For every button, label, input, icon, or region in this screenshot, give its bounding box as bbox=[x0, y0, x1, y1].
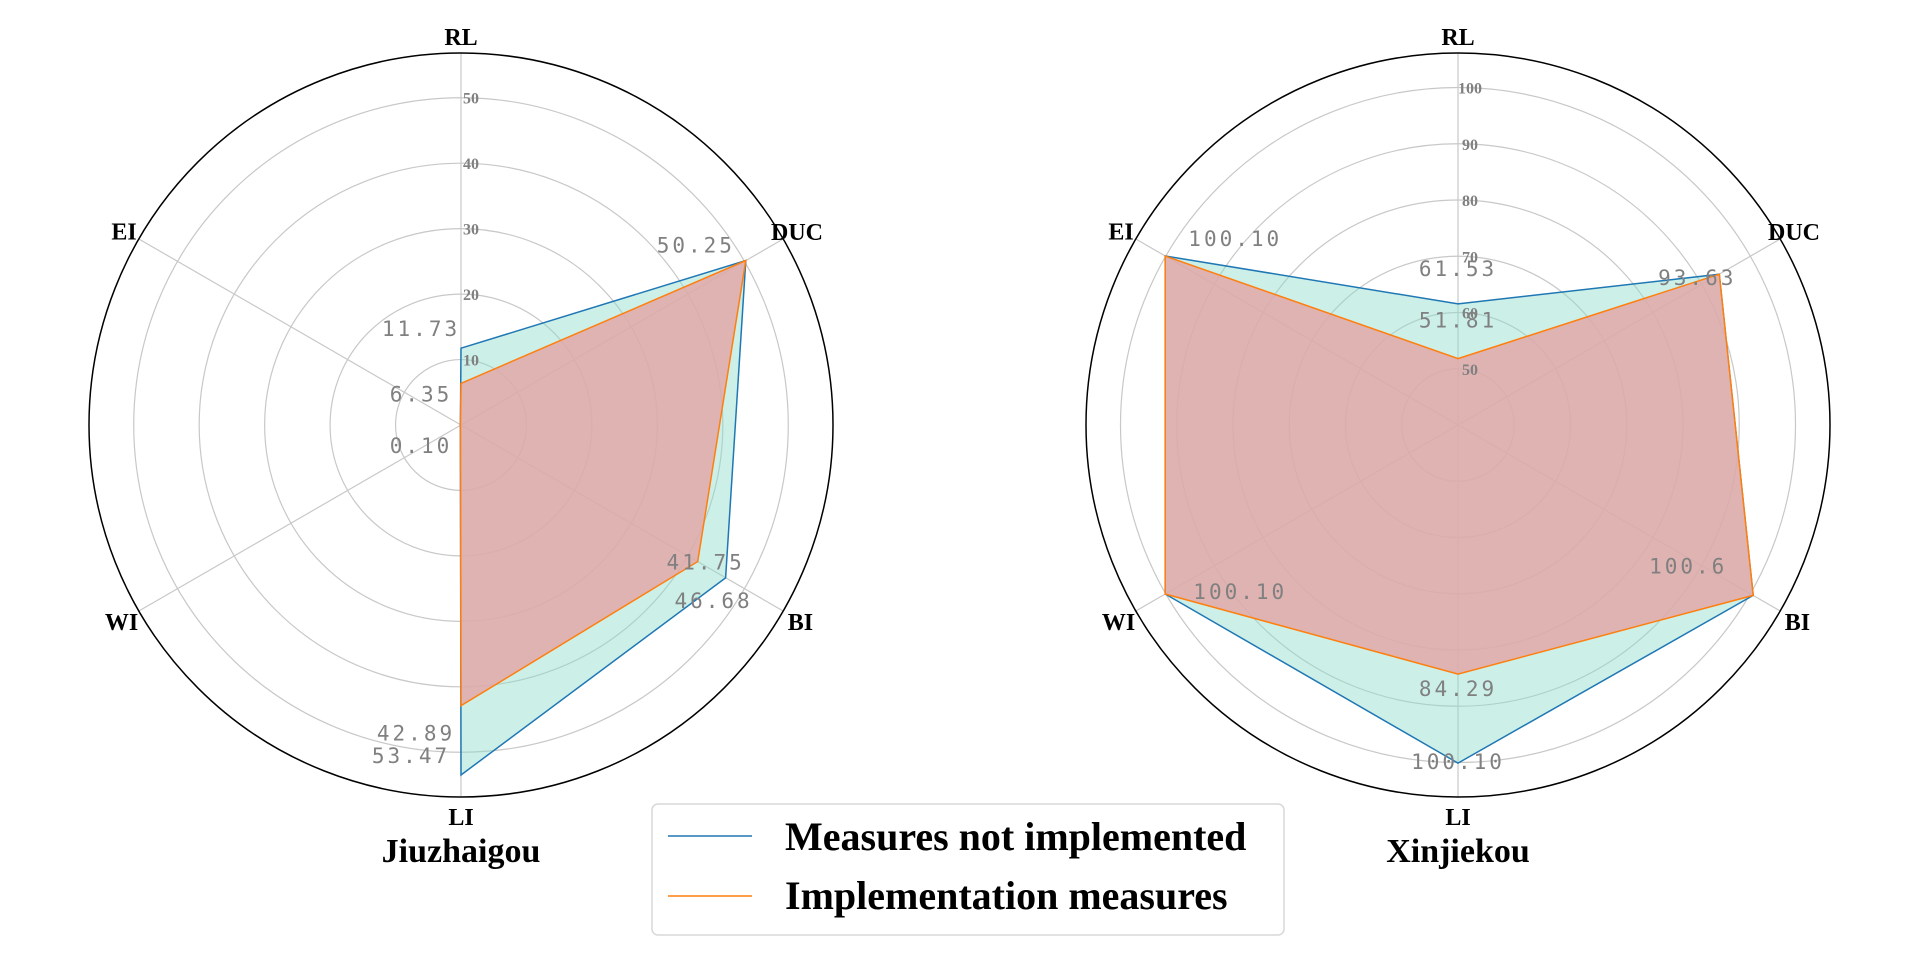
axis-label-wi: WI bbox=[1102, 610, 1135, 636]
data-label: 100.6 bbox=[1649, 554, 1727, 578]
axis-label-ei: EI bbox=[1108, 220, 1133, 246]
data-label: 11.73 bbox=[382, 317, 460, 341]
chart-title-xinjiekou: Xinjiekou bbox=[1386, 833, 1530, 870]
axis-label-bi: BI bbox=[788, 610, 813, 636]
tick-label: 30 bbox=[463, 222, 479, 239]
data-label: 100.10 bbox=[1188, 227, 1282, 251]
series-polygon-implemented bbox=[459, 259, 747, 708]
tick-label: 10 bbox=[463, 353, 479, 370]
tick-label: 50 bbox=[1462, 362, 1478, 379]
axis-label-duc: DUC bbox=[1768, 220, 1820, 246]
legend: Measures not implemented Implementation … bbox=[651, 803, 1285, 936]
data-label: 100.10 bbox=[1193, 580, 1287, 604]
axis-label-wi: WI bbox=[105, 610, 138, 636]
data-label: 84.29 bbox=[1419, 677, 1497, 701]
tick-label: 40 bbox=[463, 156, 479, 173]
tick-label: 20 bbox=[463, 287, 479, 304]
axis-label-li: LI bbox=[1445, 805, 1470, 831]
data-label: 41.75 bbox=[667, 551, 745, 575]
axis-spoke-ei bbox=[138, 238, 462, 426]
data-label: 100.10 bbox=[1411, 750, 1505, 774]
data-label: 51.81 bbox=[1419, 309, 1497, 333]
outer-frame bbox=[88, 52, 834, 798]
data-label: 42.89 bbox=[377, 722, 455, 746]
legend-box bbox=[651, 803, 1285, 936]
axis-label-duc: DUC bbox=[771, 220, 823, 246]
tick-label: 60 bbox=[1462, 306, 1478, 323]
data-label: 50.25 bbox=[657, 234, 735, 258]
radar-chart-jiuzhaigou: 10 20 30 40 50 RL DUC BI LI WI EI 11.73 6.35 0.10 50.2… bbox=[88, 25, 834, 831]
tick-label: 80 bbox=[1462, 193, 1478, 210]
axis-spoke-wi bbox=[138, 424, 462, 612]
data-label: 46.68 bbox=[674, 589, 752, 613]
tick-label: 70 bbox=[1462, 249, 1478, 266]
tick-label: 100 bbox=[1458, 81, 1482, 98]
data-label: 6.35 bbox=[390, 382, 453, 406]
axis-label-li: LI bbox=[448, 805, 473, 831]
tick-label: 50 bbox=[463, 91, 479, 108]
data-label: 61.53 bbox=[1419, 257, 1497, 281]
radar-chart-xinjiekou: 50 60 70 80 90 100 RL DUC BI LI WI EI 61.53 51.81 93.6… bbox=[1085, 25, 1831, 831]
tick-label: 90 bbox=[1462, 137, 1478, 154]
legend-label-not-implemented: Measures not implemented bbox=[785, 814, 1246, 859]
axis-label-ei: EI bbox=[111, 220, 136, 246]
axis-label-rl: RL bbox=[1441, 25, 1474, 51]
outer-frame bbox=[1085, 52, 1831, 798]
data-label: 93.63 bbox=[1658, 266, 1736, 290]
legend-label-implemented: Implementation measures bbox=[785, 873, 1228, 918]
axis-label-bi: BI bbox=[1785, 610, 1810, 636]
data-label: 0.10 bbox=[390, 434, 453, 458]
chart-title-jiuzhaigou: Jiuzhaigou bbox=[382, 833, 541, 870]
series-polygon-implemented bbox=[1164, 254, 1755, 675]
data-label: 53.47 bbox=[372, 744, 450, 768]
axis-label-rl: RL bbox=[444, 25, 477, 51]
